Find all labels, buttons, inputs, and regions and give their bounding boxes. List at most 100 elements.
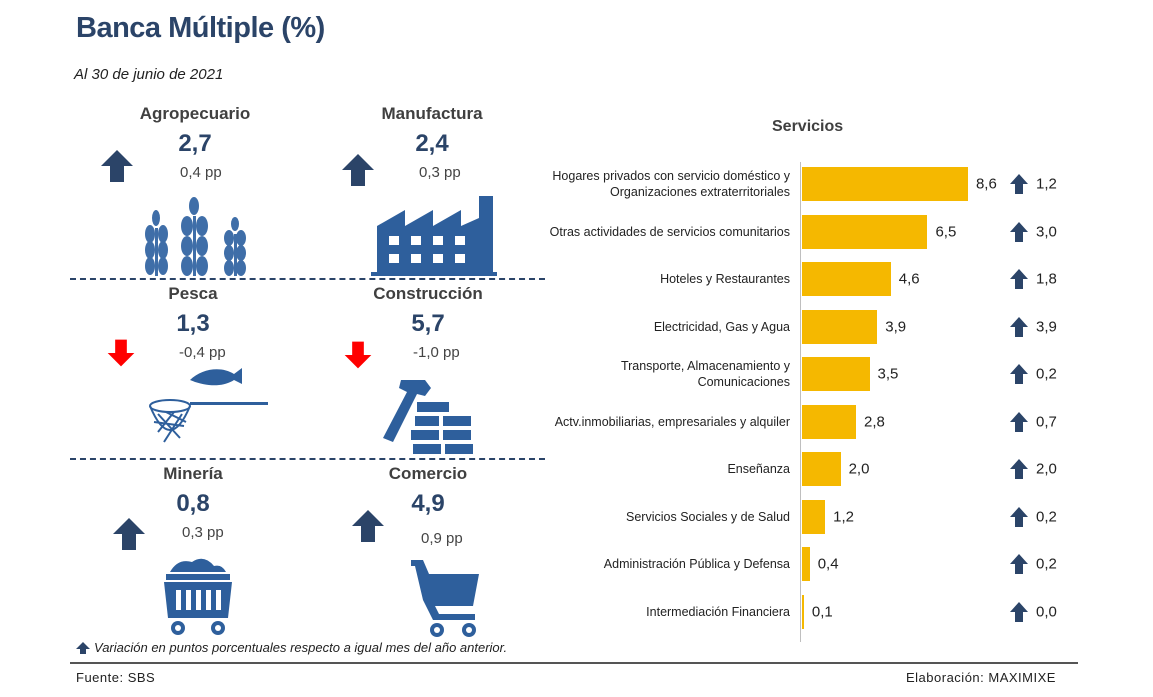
- bar: [802, 594, 804, 629]
- bar: [802, 167, 968, 201]
- category-label: Actv.inmobiliarias, empresariales y alqu…: [555, 414, 790, 430]
- sector-change: -0,4 pp: [179, 344, 226, 361]
- category-label: Otras actividades de servicios comunitar…: [550, 224, 790, 240]
- variation-value-label: 1,8: [1036, 270, 1057, 288]
- bar-value-label: 2,8: [864, 413, 885, 430]
- sector-change: 0,3 pp: [419, 164, 461, 181]
- sector-name: Construcción: [373, 284, 483, 303]
- category-label-line: Comunicaciones: [697, 375, 790, 389]
- category-label: Transporte, Almacenamiento y Comunicacion…: [621, 358, 790, 390]
- sector-name: Comercio: [388, 464, 468, 483]
- variation-value-label: 3,0: [1036, 223, 1057, 240]
- variation-value-label: 0,2: [1036, 555, 1057, 573]
- variation-value-label: 3,9: [1036, 318, 1057, 335]
- footnote: Variación en puntos porcentuales respect…: [76, 640, 507, 655]
- bar: [802, 357, 870, 391]
- bar: [802, 262, 891, 296]
- sector-change: 0,9 pp: [421, 530, 463, 547]
- bar-value-label: 1,2: [833, 508, 855, 525]
- variation-value-label: 0,7: [1036, 413, 1057, 430]
- variation-value-label: 1,2: [1036, 175, 1057, 193]
- mining-cart-icon: [164, 558, 232, 635]
- credit-note: Elaboración: MAXIMIXE: [906, 670, 1056, 685]
- category-label: Hoteles y Restaurantes: [660, 271, 790, 287]
- page-title: Banca Múltiple (%): [76, 12, 325, 44]
- category-label-line: Administración Pública y Defensa: [603, 557, 790, 571]
- bar-value-label: 3,9: [885, 318, 907, 335]
- bar-value-label: 0,1: [811, 603, 833, 620]
- bar: [802, 547, 810, 581]
- sector-pesca: Pesca 1,3 -0,4 pp: [98, 284, 288, 459]
- category-label-line: Hogares privados con servicio doméstico …: [552, 169, 790, 183]
- bar: [802, 214, 928, 249]
- category-label: Servicios Sociales y de Salud: [626, 509, 790, 525]
- bar: [802, 404, 857, 439]
- category-label-line: Hoteles y Restaurantes: [660, 272, 790, 286]
- category-axis-line: [800, 162, 801, 642]
- category-label-line: Enseñanza: [727, 462, 790, 476]
- footnote-text: Variación en puntos porcentuales respect…: [94, 640, 508, 655]
- variation-value-label: 0,0: [1036, 603, 1057, 620]
- variation-value-label: 0,2: [1036, 508, 1057, 525]
- sector-value: 2,4: [415, 130, 449, 157]
- category-label-line: Intermediación Financiera: [646, 604, 790, 619]
- chart-title: Servicios: [772, 118, 844, 135]
- sector-value: 2,7: [178, 130, 212, 157]
- down-arrow-icon: [344, 341, 372, 369]
- bar-value-label: 0,4: [817, 555, 839, 573]
- sector-change: 0,4 pp: [180, 164, 222, 181]
- sector-manufactura: Manufactura 2,4 0,3 pp: [337, 104, 527, 279]
- bar-value-label: 8,6: [975, 175, 997, 193]
- sector-change: -1,0 pp: [413, 344, 460, 361]
- category-label: Enseñanza: [727, 461, 790, 477]
- sector-name: Manufactura: [381, 104, 483, 123]
- page-subtitle: Al 30 de junio de 2021: [74, 66, 224, 83]
- category-label: Hogares privados con servicio doméstico …: [552, 168, 790, 200]
- up-arrow-icon: [1010, 269, 1028, 289]
- category-label: Administración Pública y Defensa: [604, 556, 790, 572]
- divider-1: [70, 278, 545, 280]
- sector-value: 0,8: [176, 490, 210, 517]
- sector-construccion: Construcción 5,7 -1,0 pp: [333, 284, 523, 459]
- category-label-line: Organizaciones extraterritoriales: [610, 185, 790, 199]
- up-arrow-icon: [101, 150, 133, 182]
- category-label-line: Otras actividades de servicios comunitar…: [549, 224, 790, 239]
- down-arrow-icon: [107, 339, 135, 367]
- category-label-line: Transporte, Almacenamiento y: [620, 359, 790, 373]
- hammer-bricks-icon: [383, 380, 473, 454]
- bar-value-label: 2,0: [848, 460, 870, 478]
- up-arrow-icon: [1010, 364, 1028, 384]
- bottom-rule: [70, 662, 1078, 664]
- bar: [802, 499, 826, 534]
- sector-agropecuario: Agropecuario 2,7 0,4 pp: [100, 104, 290, 279]
- up-arrow-icon: [1010, 601, 1028, 622]
- category-label: Intermediación Financiera: [646, 604, 790, 620]
- sector-mineria: Minería 0,8 0,3 pp: [98, 464, 288, 639]
- bar-value-label: 3,5: [877, 365, 899, 383]
- sector-comercio: Comercio 4,9 0,9 pp: [333, 464, 523, 639]
- up-arrow-icon: [1010, 411, 1028, 432]
- bar-value-label: 6,5: [935, 223, 957, 240]
- up-arrow-icon: [1010, 174, 1028, 194]
- variation-value-label: 0,2: [1036, 365, 1057, 383]
- bar-value-label: 4,6: [898, 270, 920, 288]
- up-arrow-icon: [342, 154, 374, 186]
- category-label-line: Electricidad, Gas y Agua: [653, 319, 790, 334]
- up-arrow-icon: [113, 518, 145, 550]
- bar: [802, 452, 841, 486]
- up-arrow-icon: [1010, 221, 1028, 242]
- wheat-icon: [145, 197, 246, 276]
- variation-value-label: 2,0: [1036, 460, 1057, 478]
- fish-net-icon: [149, 368, 268, 443]
- factory-icon: [371, 196, 497, 276]
- up-arrow-icon: [76, 642, 90, 654]
- up-arrow-icon: [1010, 554, 1028, 574]
- sector-value: 4,9: [411, 490, 445, 517]
- sector-name: Minería: [163, 464, 223, 483]
- shopping-cart-icon: [411, 560, 479, 637]
- sector-name: Agropecuario: [139, 104, 251, 123]
- sector-value: 1,3: [176, 310, 210, 337]
- sector-name: Pesca: [168, 284, 218, 303]
- up-arrow-icon: [352, 510, 384, 542]
- divider-2: [70, 458, 545, 460]
